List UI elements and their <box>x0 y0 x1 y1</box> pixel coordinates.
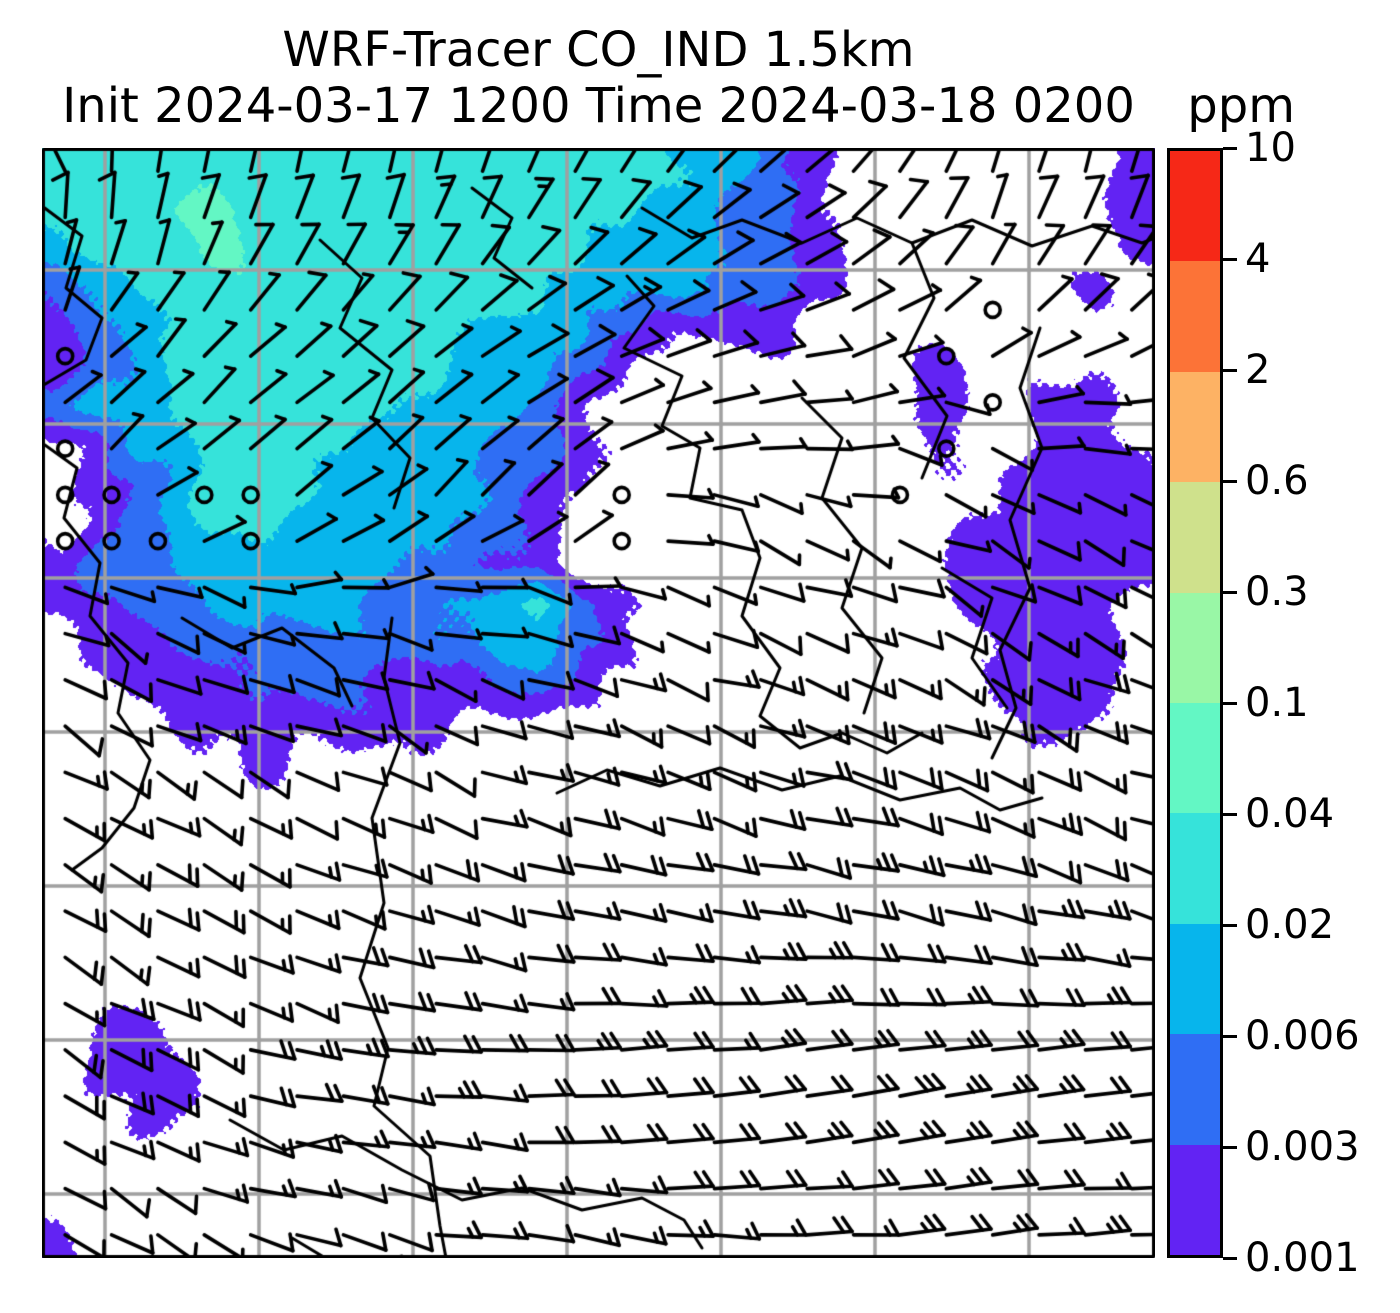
colorbar-tick <box>1223 1145 1237 1149</box>
colorbar-ticks <box>1223 146 1239 1260</box>
colorbar-segment <box>1170 923 1220 1035</box>
colorbar-tick <box>1223 812 1237 816</box>
colorbar-segment <box>1170 1144 1220 1256</box>
colorbar-tick-label: 2 <box>1245 347 1271 393</box>
colorbar-segment <box>1170 371 1220 483</box>
colorbar-tick <box>1223 923 1237 927</box>
colorbar-tick <box>1223 368 1237 372</box>
colorbar-tick <box>1223 479 1237 483</box>
colorbar-segment <box>1170 813 1220 924</box>
plot-title-line2: Init 2024-03-17 1200 Time 2024-03-18 020… <box>62 78 1135 134</box>
colorbar-tick <box>1223 1034 1237 1038</box>
colorbar-segment <box>1170 482 1220 593</box>
map-canvas <box>42 148 1155 1258</box>
colorbar-segment <box>1170 1034 1220 1145</box>
colorbar-segment <box>1170 703 1220 814</box>
colorbar-tick-label: 4 <box>1245 236 1271 282</box>
colorbar-tick <box>1223 701 1237 705</box>
colorbar-tick-label: 0.001 <box>1245 1235 1360 1281</box>
colorbar-tick-label: 0.04 <box>1245 791 1335 837</box>
colorbar-unit-label: ppm <box>1187 78 1295 134</box>
colorbar-tick-label: 0.3 <box>1245 569 1309 615</box>
colorbar-tick-label: 0.1 <box>1245 680 1309 726</box>
colorbar-tick-label: 0.003 <box>1245 1124 1360 1170</box>
colorbar-segment <box>1170 261 1220 372</box>
colorbar-tick-label: 0.02 <box>1245 902 1335 948</box>
colorbar-tick-labels: 10 4 2 0.6 0.3 0.1 0.04 0.02 0.006 0.003 0.001 <box>1245 128 1395 1278</box>
colorbar-tick-label: 0.006 <box>1245 1013 1360 1059</box>
colorbar-segment <box>1170 592 1220 704</box>
colorbar-tick <box>1223 1256 1237 1260</box>
colorbar-tick <box>1223 146 1237 150</box>
colorbar-tick <box>1223 590 1237 594</box>
colorbar-tick-label: 0.6 <box>1245 458 1309 504</box>
colorbar-tick <box>1223 257 1237 261</box>
plot-title-line1: WRF-Tracer CO_IND 1.5km <box>282 22 915 78</box>
colorbar <box>1167 148 1223 1258</box>
colorbar-segment <box>1170 151 1220 262</box>
colorbar-tick-label: 10 <box>1245 125 1296 171</box>
